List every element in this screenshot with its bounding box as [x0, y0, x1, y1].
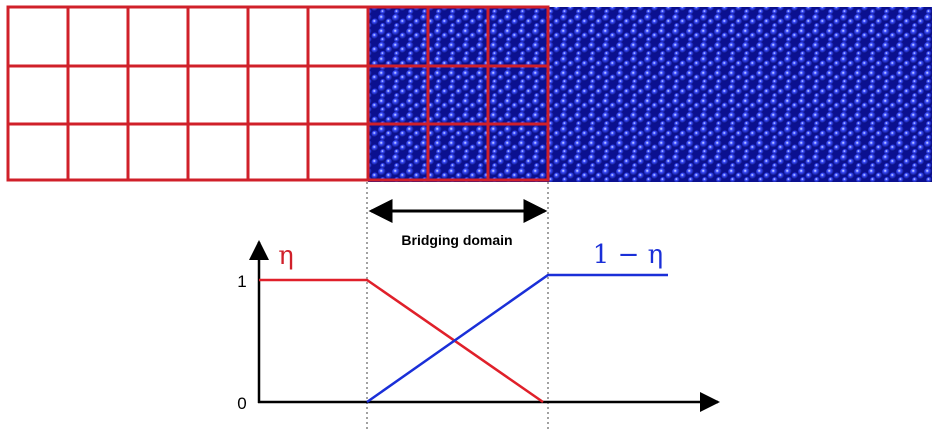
tick-label-bottom: 0	[237, 394, 246, 413]
complement-label: 1 − η	[593, 240, 663, 270]
tick-label-top: 1	[237, 272, 246, 291]
mesh-lines	[8, 7, 548, 180]
eta-label: η	[278, 241, 294, 271]
mesh-border	[6, 5, 550, 182]
region-label: Bridging domain	[401, 232, 512, 248]
atomistic-region	[368, 7, 932, 182]
domain-boundaries	[366, 182, 549, 429]
fe-mesh	[6, 5, 550, 182]
eta-curve	[259, 278, 544, 404]
complement-curve	[366, 273, 668, 404]
